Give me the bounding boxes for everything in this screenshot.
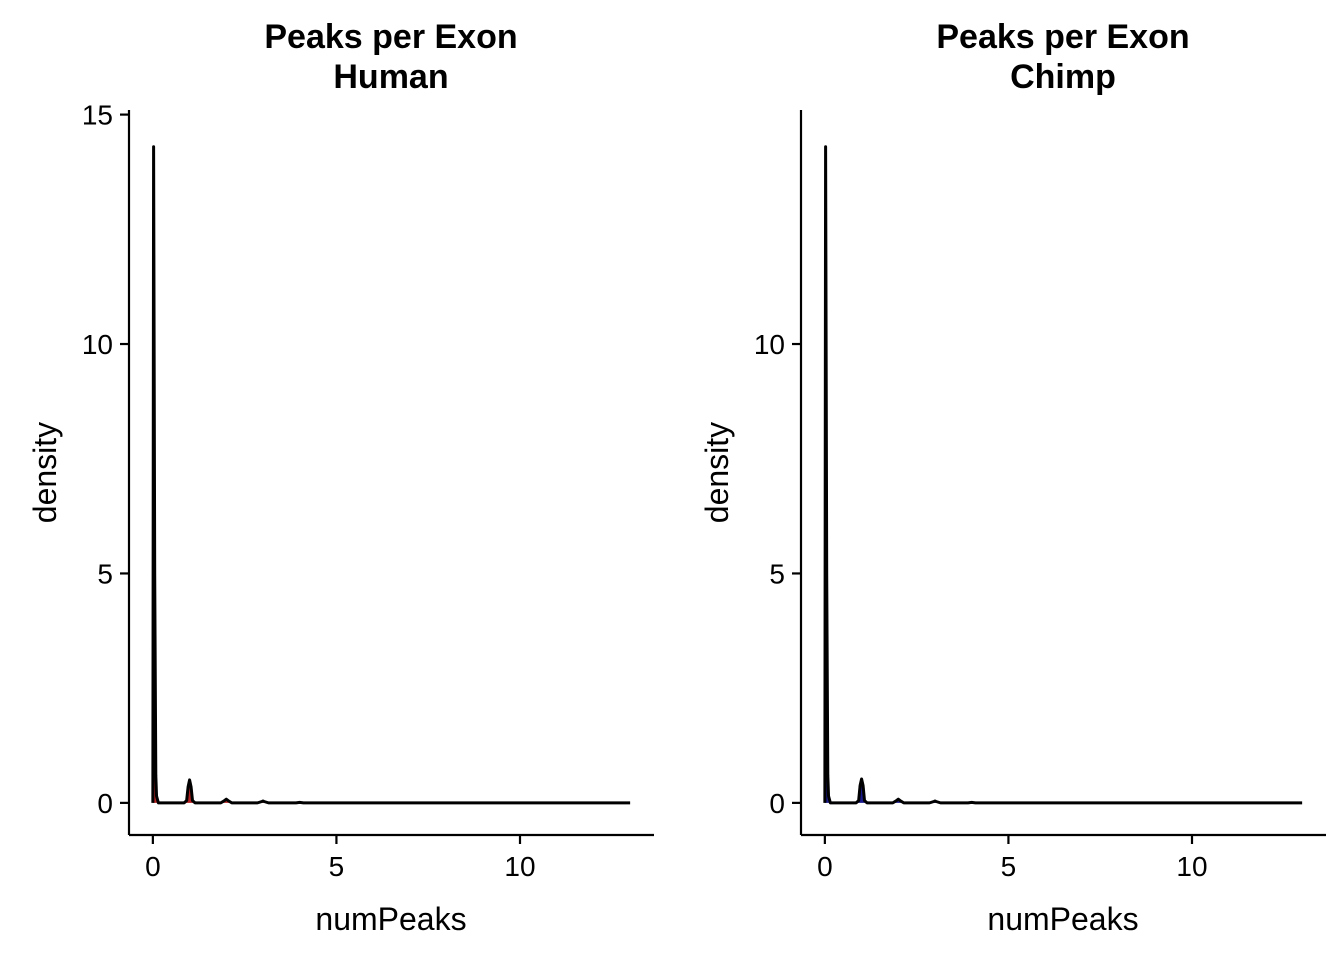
y-axis-label: density (27, 422, 63, 523)
density-area (152, 146, 631, 803)
x-tick-label: 10 (504, 851, 535, 882)
x-tick-label: 0 (817, 851, 833, 882)
chart-title-line-2: Chimp (1010, 58, 1116, 96)
y-tick-label: 0 (769, 788, 785, 819)
density-line (823, 145, 1303, 805)
x-tick-label: 10 (1176, 851, 1207, 882)
chart-title-line-2: Human (333, 58, 448, 96)
x-tick-label: 5 (1001, 851, 1017, 882)
y-tick-label: 10 (754, 329, 785, 360)
x-tick-label: 5 (329, 851, 345, 882)
chart-title-line-1: Peaks per Exon (936, 18, 1189, 56)
y-tick-label: 15 (82, 100, 113, 131)
y-tick-label: 5 (769, 558, 785, 589)
x-axis-label: numPeaks (315, 901, 466, 937)
x-axis-label: numPeaks (987, 901, 1138, 937)
density-area (824, 146, 1303, 803)
density-line (151, 145, 631, 805)
chart-title-line-1: Peaks per Exon (264, 18, 517, 56)
x-tick-label: 0 (145, 851, 161, 882)
y-axis-label: density (699, 422, 735, 523)
y-tick-label: 0 (97, 788, 113, 819)
y-tick-label: 10 (82, 329, 113, 360)
y-tick-label: 5 (97, 558, 113, 589)
